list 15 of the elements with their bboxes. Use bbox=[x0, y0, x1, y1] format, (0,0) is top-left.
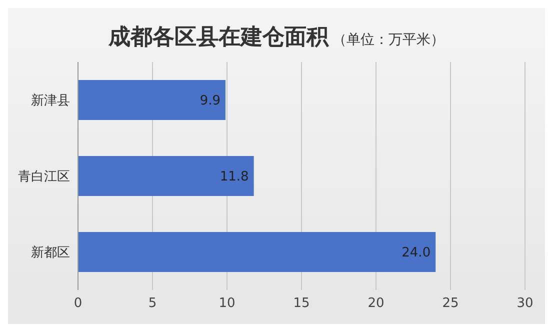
data-label: 11.8 bbox=[220, 170, 249, 185]
chart-subtitle: （单位：万平米） bbox=[332, 32, 444, 48]
data-label: 24.0 bbox=[402, 246, 431, 261]
data-label: 9.9 bbox=[200, 94, 221, 109]
x-tick-label: 5 bbox=[148, 296, 157, 312]
y-tick-label: 新都区 bbox=[31, 246, 70, 261]
y-tick-label: 青白江区 bbox=[18, 170, 70, 185]
x-tick-label: 25 bbox=[442, 296, 459, 312]
y-tick-label: 新津县 bbox=[31, 94, 70, 109]
x-tick-label: 20 bbox=[368, 296, 384, 312]
x-tick-label: 15 bbox=[293, 296, 310, 312]
x-tick-label: 10 bbox=[218, 296, 236, 312]
chart-title: 成都各区县在建仓面积 bbox=[108, 25, 328, 50]
x-tick-label: 30 bbox=[516, 296, 534, 312]
x-tick-label: 0 bbox=[74, 296, 82, 312]
